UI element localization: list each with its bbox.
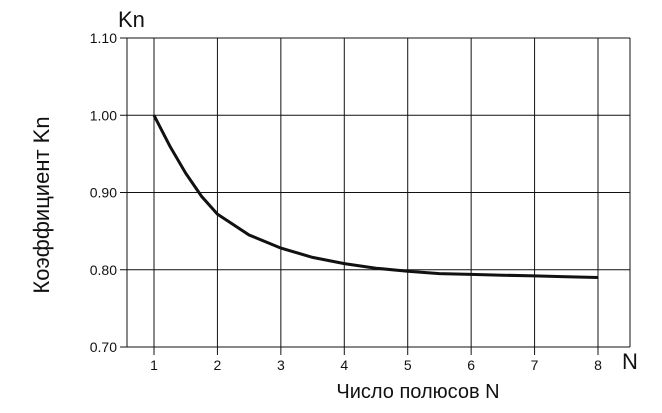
y-tick-label: 1.00 — [90, 107, 117, 123]
series-line — [152, 114, 599, 279]
x-axis-label: Число полюсов N — [336, 381, 499, 403]
y-tick-label: 1.10 — [90, 30, 117, 46]
x-axis-ticks: 1 2 3 4 5 6 7 8 — [150, 347, 602, 373]
y-tick-label: 0.70 — [90, 339, 117, 355]
y-axis-label: Коэффициент Kn — [29, 116, 54, 293]
x-tick-label: 1 — [150, 357, 158, 373]
grid — [126, 37, 631, 348]
x-axis-letter: N — [622, 349, 638, 374]
x-tick-label: 7 — [531, 357, 539, 373]
y-tick-label: 0.90 — [90, 185, 117, 201]
x-tick-label: 4 — [340, 357, 348, 373]
x-tick-label: 2 — [214, 357, 222, 373]
y-axis-letter: Kn — [118, 7, 145, 32]
y-axis-ticks: 0.70 0.80 0.90 1.00 1.10 — [90, 30, 127, 355]
y-tick-label: 0.80 — [90, 262, 117, 278]
x-tick-label: 3 — [277, 357, 285, 373]
x-tick-label: 8 — [594, 357, 602, 373]
x-tick-label: 5 — [404, 357, 412, 373]
x-tick-label: 6 — [467, 357, 475, 373]
